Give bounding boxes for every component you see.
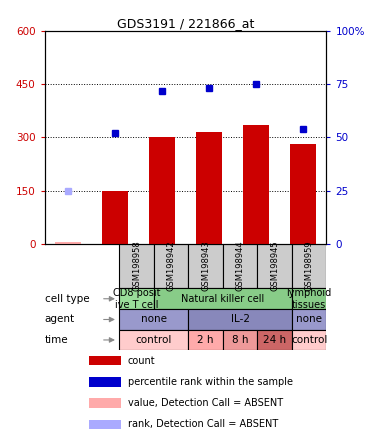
Bar <box>102 190 128 244</box>
Bar <box>89 377 121 387</box>
Bar <box>243 125 269 244</box>
Bar <box>154 244 188 289</box>
Text: control: control <box>135 335 172 345</box>
Bar <box>196 132 222 244</box>
Text: GSM198942: GSM198942 <box>167 241 175 291</box>
Bar <box>119 289 154 309</box>
Text: control: control <box>291 335 327 345</box>
Text: CD8 posit
ive T cell: CD8 posit ive T cell <box>113 288 160 309</box>
Text: cell type: cell type <box>45 294 89 304</box>
Text: 8 h: 8 h <box>232 335 248 345</box>
Text: percentile rank within the sample: percentile rank within the sample <box>128 377 293 387</box>
Text: none: none <box>296 314 322 325</box>
Bar <box>188 309 292 330</box>
Bar <box>119 330 188 350</box>
Bar <box>119 244 154 289</box>
Text: GSM198944: GSM198944 <box>236 241 244 291</box>
Bar <box>257 244 292 289</box>
Bar <box>292 289 326 309</box>
Bar <box>154 289 292 309</box>
Bar <box>89 398 121 408</box>
Bar <box>55 242 81 244</box>
Bar <box>149 137 175 244</box>
Text: GSM198958: GSM198958 <box>132 241 141 291</box>
Bar <box>223 244 257 289</box>
Bar <box>292 309 326 330</box>
Text: none: none <box>141 314 167 325</box>
Bar <box>89 420 121 429</box>
Text: GSM198959: GSM198959 <box>305 241 314 291</box>
Text: value, Detection Call = ABSENT: value, Detection Call = ABSENT <box>128 398 283 408</box>
Bar <box>257 330 292 350</box>
Text: 24 h: 24 h <box>263 335 286 345</box>
Text: count: count <box>128 356 155 366</box>
Bar <box>290 144 316 244</box>
Text: agent: agent <box>45 314 75 325</box>
Text: lymphoid
tissues: lymphoid tissues <box>286 288 332 309</box>
Title: GDS3191 / 221866_at: GDS3191 / 221866_at <box>117 17 254 30</box>
Text: GSM198945: GSM198945 <box>270 241 279 291</box>
Bar <box>188 330 223 350</box>
Text: Natural killer cell: Natural killer cell <box>181 294 265 304</box>
Bar <box>292 330 326 350</box>
Text: time: time <box>45 335 68 345</box>
Bar <box>223 330 257 350</box>
Text: IL-2: IL-2 <box>231 314 250 325</box>
Text: rank, Detection Call = ABSENT: rank, Detection Call = ABSENT <box>128 420 278 429</box>
Bar <box>188 244 223 289</box>
Bar <box>292 244 326 289</box>
Text: 2 h: 2 h <box>197 335 214 345</box>
Text: GSM198943: GSM198943 <box>201 241 210 291</box>
Bar <box>119 309 188 330</box>
Bar <box>89 356 121 365</box>
